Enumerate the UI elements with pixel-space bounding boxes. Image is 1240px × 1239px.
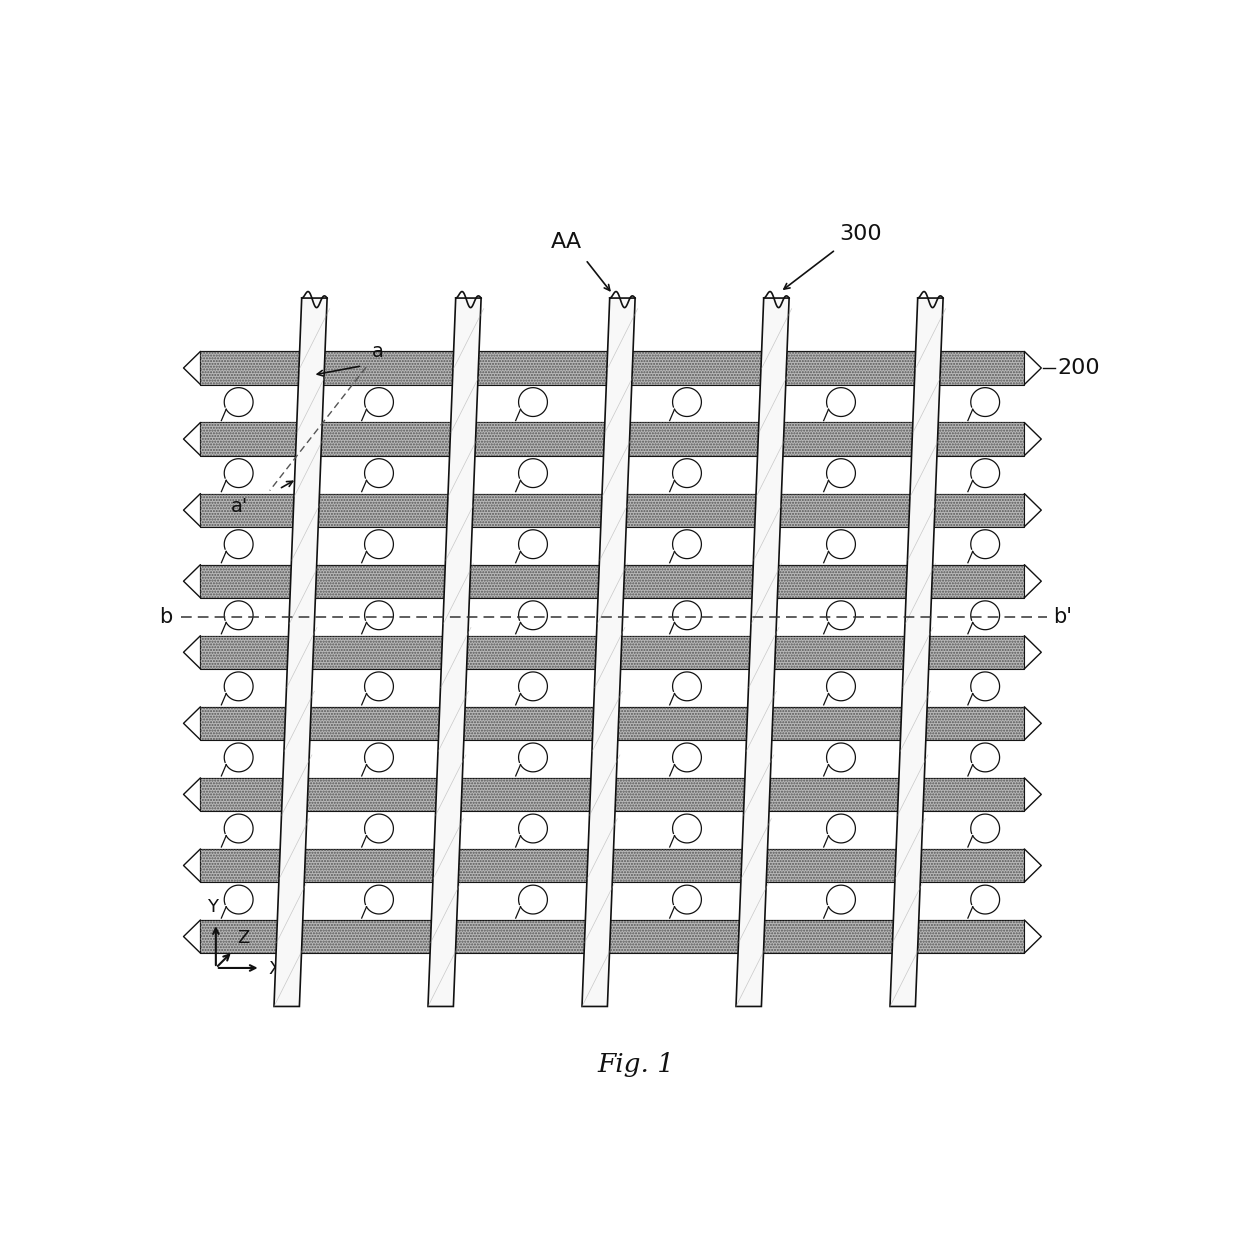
Polygon shape bbox=[428, 299, 481, 1006]
Polygon shape bbox=[582, 299, 635, 1006]
Text: X: X bbox=[268, 960, 280, 979]
FancyBboxPatch shape bbox=[201, 849, 1024, 882]
FancyBboxPatch shape bbox=[201, 921, 1024, 953]
FancyBboxPatch shape bbox=[201, 778, 1024, 812]
FancyBboxPatch shape bbox=[201, 352, 1024, 384]
Polygon shape bbox=[890, 299, 944, 1006]
FancyBboxPatch shape bbox=[201, 565, 1024, 597]
Text: 300: 300 bbox=[839, 224, 882, 244]
Text: 200: 200 bbox=[1058, 358, 1100, 378]
FancyBboxPatch shape bbox=[201, 706, 1024, 740]
FancyBboxPatch shape bbox=[201, 636, 1024, 669]
Text: b: b bbox=[159, 607, 172, 627]
FancyBboxPatch shape bbox=[201, 422, 1024, 456]
FancyBboxPatch shape bbox=[201, 493, 1024, 527]
Text: Z: Z bbox=[238, 929, 249, 947]
Polygon shape bbox=[737, 299, 789, 1006]
Text: Fig. 1: Fig. 1 bbox=[596, 1052, 675, 1077]
Text: a': a' bbox=[231, 497, 248, 515]
Text: b': b' bbox=[1053, 607, 1071, 627]
Text: a: a bbox=[372, 342, 384, 362]
Text: Y: Y bbox=[207, 897, 218, 916]
Polygon shape bbox=[274, 299, 327, 1006]
Text: AA: AA bbox=[551, 232, 582, 252]
